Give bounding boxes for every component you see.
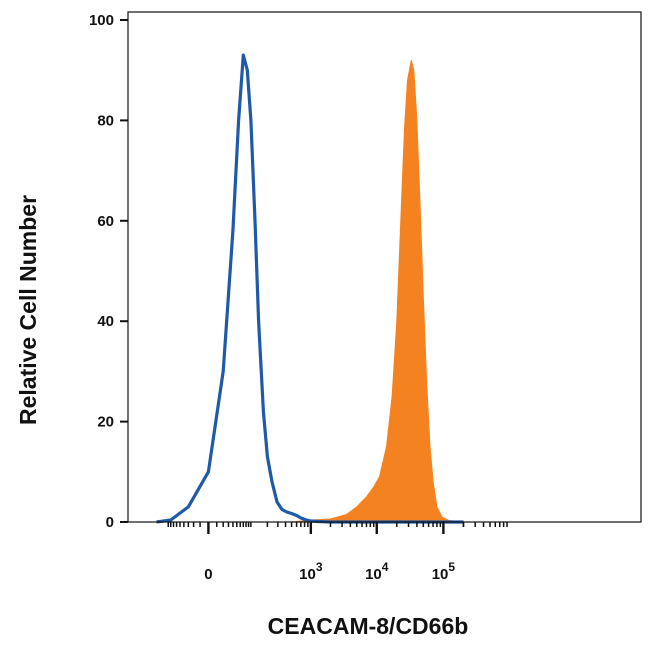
- x-axis-title: CEACAM-8/CD66b: [268, 613, 469, 639]
- y-axis-title: Relative Cell Number: [15, 195, 41, 425]
- y-tick-label: 60: [97, 213, 114, 230]
- series-0-histogram: [156, 53, 464, 524]
- y-tick-label: 40: [97, 313, 114, 330]
- y-tick-label: 0: [106, 514, 114, 531]
- plot-frame: [127, 11, 642, 523]
- y-tick-label: 20: [97, 414, 114, 431]
- series-layer: [156, 53, 464, 524]
- x-tick-label: 0: [204, 566, 212, 583]
- y-tick-label: 80: [97, 112, 114, 129]
- tick-layer: 0 20 40 60 80 100 0 103 104 105: [89, 12, 508, 583]
- x-tick-label: 103: [299, 560, 323, 583]
- x-tick-label: 105: [432, 560, 456, 583]
- x-tick-label: 104: [365, 560, 389, 583]
- series-1-histogram: [156, 60, 464, 523]
- y-tick-label: 100: [89, 12, 114, 29]
